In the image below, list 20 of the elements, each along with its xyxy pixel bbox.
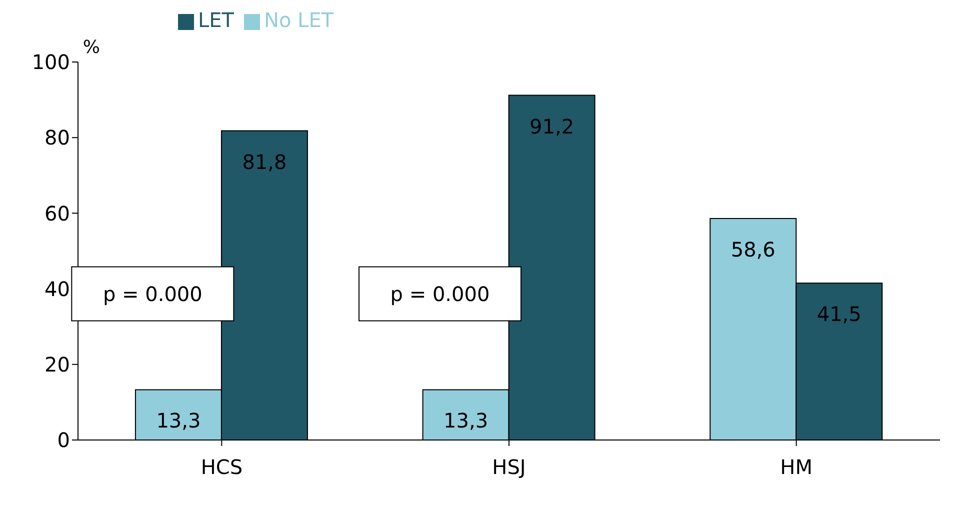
data-label: 81,8: [242, 150, 287, 174]
data-label: 58,6: [730, 237, 776, 262]
x-tick-label: HSJ: [492, 455, 526, 480]
y-tick-label: 20: [44, 352, 70, 376]
annotation: p = 0.000: [102, 282, 202, 306]
x-tick-label: HCS: [200, 455, 243, 480]
y-tick-label: 60: [44, 201, 70, 226]
legend-label: LET: [198, 8, 234, 32]
data-label: 13,3: [156, 408, 201, 433]
legend-label: No LET: [264, 8, 334, 32]
y-tick-label: 40: [44, 276, 70, 301]
y-tick-label: 80: [44, 126, 70, 150]
y-tick-label: 100: [32, 50, 70, 74]
data-label: 13,3: [444, 408, 488, 433]
y-tick-label: 0: [57, 428, 70, 452]
data-label: 91,2: [530, 114, 574, 138]
x-tick-label: HM: [780, 455, 812, 480]
annotation: p = 0.000: [390, 282, 490, 306]
data-label: 41,5: [816, 302, 862, 326]
y-axis-title: %: [82, 36, 100, 58]
